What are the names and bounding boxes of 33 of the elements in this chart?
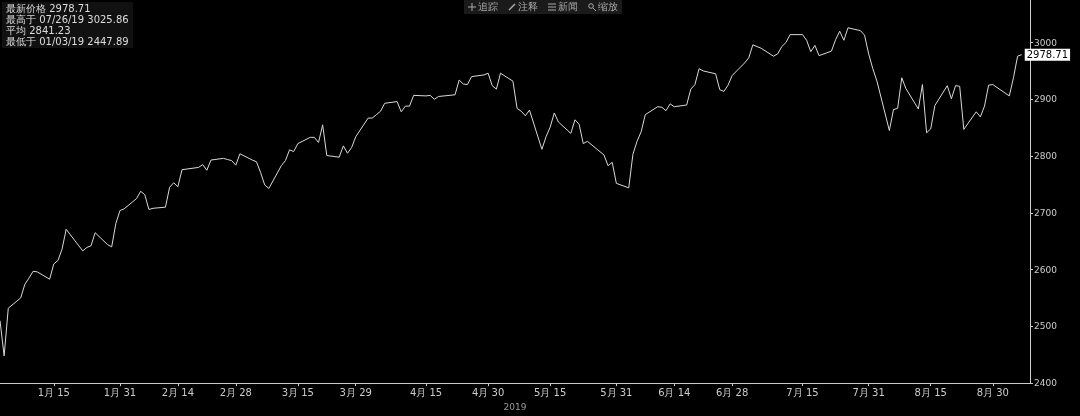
x-tick-label: 6月 14	[658, 386, 691, 398]
x-tick-label: 8月 30	[976, 386, 1009, 398]
y-tick-label: 2900	[1034, 94, 1058, 105]
y-tick-label: 2400	[1034, 378, 1058, 389]
x-axis-title: 2019	[503, 401, 527, 412]
annotation: 追踪	[478, 0, 498, 14]
x-tick-label: 2月 14	[161, 386, 194, 398]
annotation: 注释	[518, 0, 538, 14]
y-tick-label: 2600	[1034, 264, 1058, 275]
x-tick-label: 7月 31	[852, 386, 885, 398]
x-tick-label: 3月 29	[339, 386, 372, 398]
x-tick-label: 5月 15	[534, 386, 567, 398]
annotation: 最新价格 2978.71	[6, 3, 92, 14]
annotation: 最低于 01/03/19 2447.89	[6, 36, 129, 47]
y-tick-label: 2700	[1034, 207, 1058, 218]
x-tick-label: 7月 15	[786, 386, 819, 398]
annotation: 平均 2841.23	[6, 25, 72, 36]
x-tick-label: 3月 15	[281, 386, 314, 398]
y-tick-label: 2500	[1034, 321, 1058, 332]
x-tick-label: 8月 15	[914, 386, 947, 398]
annotation: 缩放	[598, 0, 618, 14]
y-tick-label: 2800	[1034, 151, 1058, 162]
x-tick-label: 1月 31	[103, 386, 137, 398]
annotation: 新闻	[558, 0, 578, 14]
x-tick-label: 4月 15	[409, 386, 443, 398]
annotation: 最高于 07/26/19 3025.86	[6, 14, 129, 25]
x-tick-label: 4月 30	[471, 386, 505, 398]
x-tick-label: 1月 15	[37, 386, 70, 398]
data-label: 2978.71	[1026, 49, 1069, 61]
x-tick-label: 6月 28	[716, 386, 749, 398]
y-tick-label: 3000	[1034, 37, 1058, 48]
x-tick-label: 2月 28	[219, 386, 252, 398]
x-tick-label: 5月 31	[600, 386, 633, 398]
